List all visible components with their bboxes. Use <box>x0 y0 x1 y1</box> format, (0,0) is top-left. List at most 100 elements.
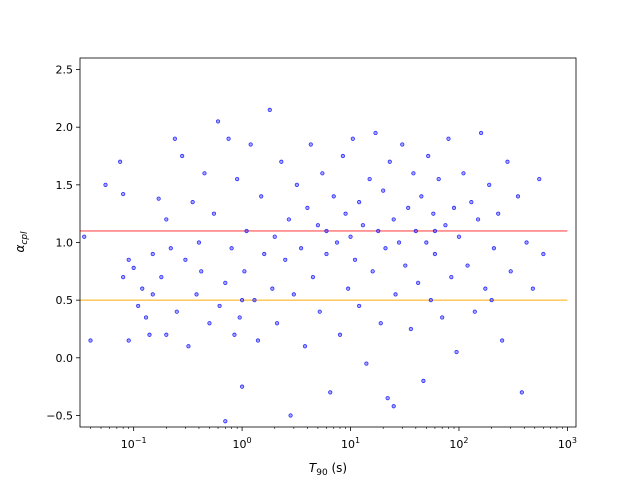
data-point <box>259 194 264 199</box>
data-point <box>393 292 398 297</box>
data-point <box>487 182 492 187</box>
y-tick-label: 1.0 <box>56 237 74 250</box>
data-point <box>255 338 261 343</box>
data-point <box>317 309 322 314</box>
data-point <box>364 361 369 366</box>
data-point <box>126 338 131 343</box>
data-point <box>524 240 529 245</box>
data-point <box>400 142 405 147</box>
data-point <box>378 321 383 326</box>
data-point <box>419 194 424 199</box>
data-point <box>343 211 348 216</box>
data-point <box>239 384 245 389</box>
y-axis-label: αcpl <box>13 231 30 253</box>
x-tick-label: 101 <box>341 436 360 451</box>
data-point <box>475 217 481 222</box>
y-tick-label: 2.0 <box>56 121 74 134</box>
data-point <box>391 217 396 222</box>
data-point <box>357 200 362 205</box>
data-points <box>82 107 546 424</box>
data-point <box>391 404 396 409</box>
data-point <box>406 205 411 211</box>
data-point <box>196 240 202 245</box>
data-point <box>190 200 195 205</box>
x-tick-base: 10 <box>121 438 135 451</box>
data-point <box>500 338 505 343</box>
data-point <box>172 136 177 141</box>
data-point <box>242 269 247 274</box>
data-point <box>150 251 155 257</box>
data-point <box>174 309 179 314</box>
data-point <box>140 286 145 291</box>
data-point <box>489 298 494 303</box>
data-point <box>328 390 333 395</box>
data-point <box>211 211 217 216</box>
data-point <box>331 194 336 199</box>
data-point <box>537 176 542 182</box>
data-point <box>456 234 462 239</box>
data-point <box>143 315 149 320</box>
x-tick-exponent: 0 <box>247 436 252 445</box>
data-point <box>186 344 191 349</box>
data-point <box>226 136 231 141</box>
data-point <box>426 153 431 159</box>
data-point <box>223 419 228 424</box>
data-point <box>136 303 141 309</box>
data-point <box>207 321 212 326</box>
data-point <box>291 292 296 297</box>
data-point <box>428 298 433 303</box>
data-point <box>432 251 438 257</box>
data-point <box>320 171 325 176</box>
data-point <box>217 303 222 309</box>
data-point <box>324 251 329 257</box>
x-tick-exponent: 1 <box>355 436 360 445</box>
data-point <box>337 332 343 337</box>
data-point <box>479 130 484 136</box>
data-point <box>150 292 155 297</box>
data-point <box>308 142 313 147</box>
data-point <box>272 234 277 239</box>
x-tick-base: 10 <box>558 438 572 451</box>
data-point <box>147 332 152 337</box>
data-point <box>383 246 388 251</box>
data-point <box>421 378 426 383</box>
x-axis-label-unit: (s) <box>328 461 347 475</box>
x-tick-exponent: 2 <box>463 436 468 445</box>
data-point <box>286 217 291 222</box>
data-point <box>352 257 358 262</box>
data-point <box>199 269 204 274</box>
data-point <box>237 315 242 320</box>
data-point <box>469 200 474 205</box>
data-point <box>387 159 392 164</box>
data-point <box>267 107 272 112</box>
x-axis-label-sub: 90 <box>316 468 328 478</box>
data-point <box>436 176 441 182</box>
y-axis-ticks: −0.5 0.0 0.5 1.0 1.5 2.0 2.5 <box>46 64 80 422</box>
data-point <box>340 153 345 159</box>
data-point <box>118 159 123 164</box>
data-point <box>131 265 136 270</box>
data-point <box>302 344 308 349</box>
data-point <box>262 251 267 257</box>
y-tick-label: 2.5 <box>56 64 74 77</box>
data-point <box>88 338 93 343</box>
data-point <box>424 240 429 245</box>
x-tick-base: 10 <box>341 438 355 451</box>
data-point <box>232 332 237 337</box>
data-point <box>381 188 386 193</box>
data-point <box>446 136 451 141</box>
data-point <box>411 171 416 176</box>
x-tick-label: 100 <box>233 436 252 451</box>
data-point <box>465 263 470 268</box>
data-point <box>121 191 126 197</box>
x-tick-base: 10 <box>449 438 463 451</box>
y-axis-label-main: α <box>13 245 27 253</box>
data-point <box>248 142 253 147</box>
data-point <box>298 246 304 251</box>
reference-lines <box>80 230 568 301</box>
data-point <box>443 223 448 228</box>
data-point <box>164 217 169 222</box>
data-point <box>103 182 108 187</box>
data-point <box>126 257 131 262</box>
data-point <box>223 280 228 285</box>
